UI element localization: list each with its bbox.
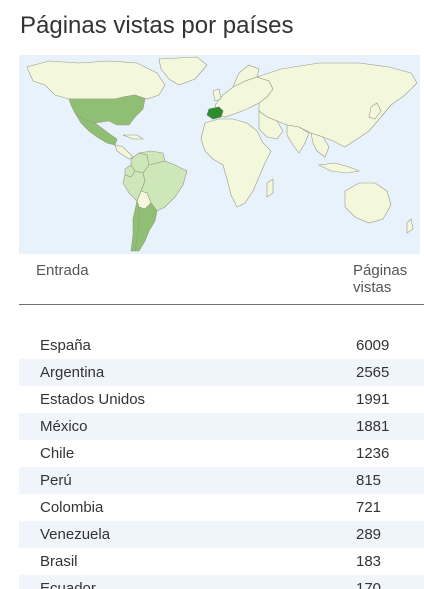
column-header-views: Páginas vistas (353, 262, 424, 305)
views-count: 6009 (356, 336, 390, 354)
table-row: Argentina 2565 (19, 358, 424, 386)
new-zealand-shape (406, 218, 414, 234)
country-name[interactable]: Chile (40, 444, 75, 462)
column-header-entry: Entrada (19, 262, 353, 305)
table-row: Perú 815 (19, 466, 424, 494)
greenland-shape (158, 56, 208, 86)
views-count: 2565 (356, 363, 390, 381)
uk-shape (212, 88, 222, 102)
views-count: 289 (356, 525, 382, 543)
caribbean-shape (122, 134, 144, 140)
country-name[interactable]: Venezuela (40, 525, 111, 543)
views-count: 1881 (356, 417, 390, 435)
views-count: 721 (356, 498, 382, 516)
table-row: Venezuela 289 (19, 520, 424, 548)
views-count: 1991 (356, 390, 390, 408)
scandinavia-shape (232, 64, 260, 88)
country-name[interactable]: Perú (40, 471, 72, 489)
india-shape (286, 124, 310, 154)
country-name[interactable]: Estados Unidos (40, 390, 146, 408)
column-header-views-line2: vistas (353, 279, 392, 296)
madagascar-shape (266, 178, 274, 198)
central-america-shape (114, 144, 134, 160)
country-name[interactable]: España (40, 336, 91, 354)
stats-table: Entrada Páginas vistas España 6009 Argen… (19, 262, 424, 589)
country-espana[interactable] (206, 106, 224, 120)
middle-east-shape (258, 110, 284, 140)
country-name[interactable]: Colombia (40, 498, 104, 516)
widget-title: Páginas vistas por países (20, 12, 294, 39)
views-count: 183 (356, 552, 382, 570)
country-name[interactable]: México (40, 417, 88, 435)
views-count: 1236 (356, 444, 390, 462)
country-argentina[interactable] (134, 202, 158, 252)
country-mexico[interactable] (74, 112, 118, 146)
country-name[interactable]: Brasil (40, 552, 78, 570)
views-count: 170 (356, 579, 382, 589)
table-row: España 6009 (19, 331, 424, 359)
table-row: Ecuador 170 (19, 574, 424, 589)
column-header-views-line1: Páginas (353, 262, 408, 279)
table-row: Estados Unidos 1991 (19, 385, 424, 413)
country-brasil[interactable] (140, 160, 188, 212)
japan-shape (368, 102, 382, 120)
country-name[interactable]: Argentina (40, 363, 105, 381)
canada-shape (26, 60, 166, 100)
table-row: México 1881 (19, 412, 424, 440)
world-map[interactable] (19, 55, 420, 254)
indonesia-shape (317, 162, 361, 174)
africa-shape (200, 118, 272, 208)
world-map-svg (19, 55, 420, 254)
table-header-row: Entrada Páginas vistas (19, 262, 424, 305)
table-row: Chile 1236 (19, 439, 424, 467)
header-spacer (19, 305, 424, 332)
southeast-asia-shape (310, 132, 330, 158)
country-name[interactable]: Ecuador (40, 579, 96, 589)
table-row: Brasil 183 (19, 547, 424, 575)
russia-asia-shape (256, 62, 418, 148)
views-count: 815 (356, 471, 382, 489)
australia-shape (344, 182, 392, 224)
table-row: Colombia 721 (19, 493, 424, 521)
